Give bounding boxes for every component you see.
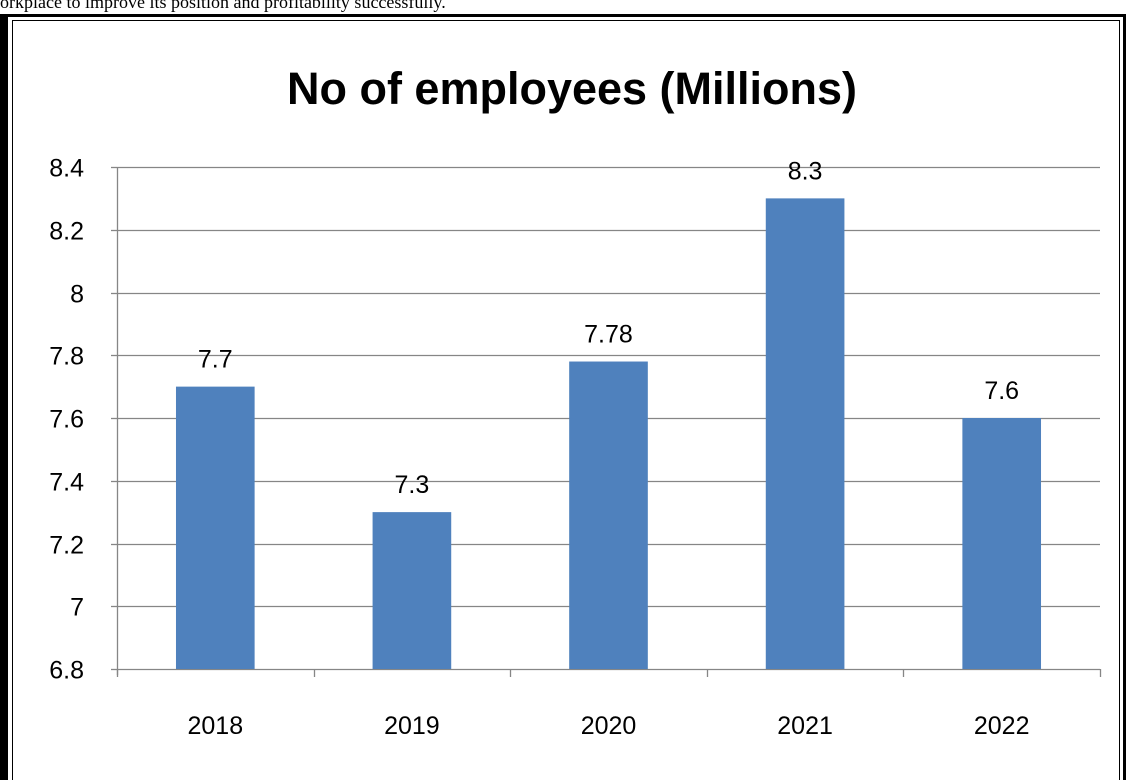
- chart-title: No of employees (Millions): [287, 63, 857, 114]
- bar-2022: [962, 418, 1042, 669]
- chart-frame-inner-border: [12, 20, 1120, 780]
- bar-2020: [569, 361, 648, 669]
- y-axis-tick-label: 8: [70, 281, 84, 309]
- x-axis-tick-label-2018: 2018: [187, 712, 243, 740]
- x-axis-tick-labels: 2018 2019 2020 2021 2022: [187, 712, 1029, 740]
- data-labels: 7.7 7.3 7.78 8.3 7.6: [198, 157, 1019, 499]
- x-axis-tick-label-2022: 2022: [974, 712, 1030, 740]
- x-axis-tick-label-2021: 2021: [777, 712, 833, 740]
- bar-2019: [372, 512, 452, 669]
- axes: [111, 166, 1102, 677]
- y-axis-tick-label: 7.6: [49, 406, 84, 434]
- bars: [175, 198, 1042, 669]
- x-axis-tick-label-2020: 2020: [581, 712, 637, 740]
- y-axis-tick-label: 7.2: [49, 532, 84, 560]
- y-axis-tick-label: 7.4: [49, 469, 84, 497]
- y-axis-tick-label: 7: [70, 594, 84, 622]
- bar-2021: [765, 198, 845, 669]
- y-axis-tick-label: 6.8: [49, 657, 84, 685]
- data-label-2020: 7.78: [584, 321, 633, 349]
- y-axis-tick-label: 8.2: [49, 218, 84, 246]
- bar-2018: [175, 386, 255, 669]
- y-axis-tick-label: 8.4: [49, 155, 84, 183]
- y-axis-tick-label: 7.8: [49, 343, 84, 371]
- data-label-2022: 7.6: [984, 377, 1019, 405]
- y-axis-tick-labels: 6.8 7 7.2 7.4 7.6 7.8 8 8.2 8.4: [49, 155, 84, 685]
- data-label-2021: 8.3: [788, 157, 823, 185]
- document-text-line: orkplace to improve its position and pro…: [0, 0, 446, 12]
- data-label-2018: 7.7: [198, 346, 233, 374]
- data-label-2019: 7.3: [395, 471, 430, 499]
- x-axis-tick-label-2019: 2019: [384, 712, 440, 740]
